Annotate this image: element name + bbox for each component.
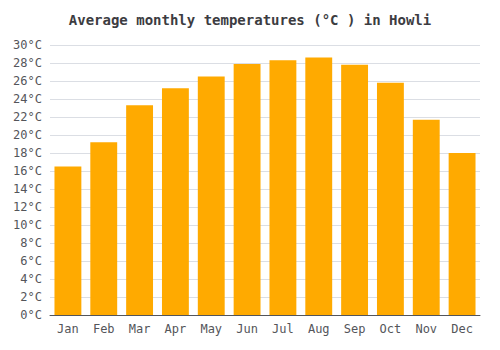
svg-text:Feb: Feb <box>93 322 115 336</box>
svg-text:24°C: 24°C <box>13 92 42 106</box>
svg-text:6°C: 6°C <box>20 254 42 268</box>
svg-text:Nov: Nov <box>415 322 437 336</box>
svg-text:26°C: 26°C <box>13 74 42 88</box>
svg-text:Jul: Jul <box>272 322 294 336</box>
svg-text:0°C: 0°C <box>20 308 42 322</box>
svg-text:16°C: 16°C <box>13 164 42 178</box>
svg-text:20°C: 20°C <box>13 128 42 142</box>
svg-text:Mar: Mar <box>129 322 151 336</box>
svg-text:May: May <box>200 322 222 336</box>
svg-text:Average monthly temperatures (: Average monthly temperatures (°C ) in Ho… <box>69 12 431 28</box>
svg-text:12°C: 12°C <box>13 200 42 214</box>
svg-text:4°C: 4°C <box>20 272 42 286</box>
svg-text:Oct: Oct <box>380 322 402 336</box>
svg-text:Dec: Dec <box>451 322 473 336</box>
svg-text:Jun: Jun <box>236 322 258 336</box>
svg-text:10°C: 10°C <box>13 218 42 232</box>
svg-text:Aug: Aug <box>308 322 330 336</box>
svg-text:18°C: 18°C <box>13 146 42 160</box>
svg-text:8°C: 8°C <box>20 236 42 250</box>
svg-text:30°C: 30°C <box>13 38 42 52</box>
svg-text:2°C: 2°C <box>20 290 42 304</box>
svg-text:22°C: 22°C <box>13 110 42 124</box>
svg-text:14°C: 14°C <box>13 182 42 196</box>
svg-text:Apr: Apr <box>165 322 187 336</box>
svg-text:Jan: Jan <box>57 322 79 336</box>
svg-text:28°C: 28°C <box>13 56 42 70</box>
svg-text:Sep: Sep <box>344 322 366 336</box>
